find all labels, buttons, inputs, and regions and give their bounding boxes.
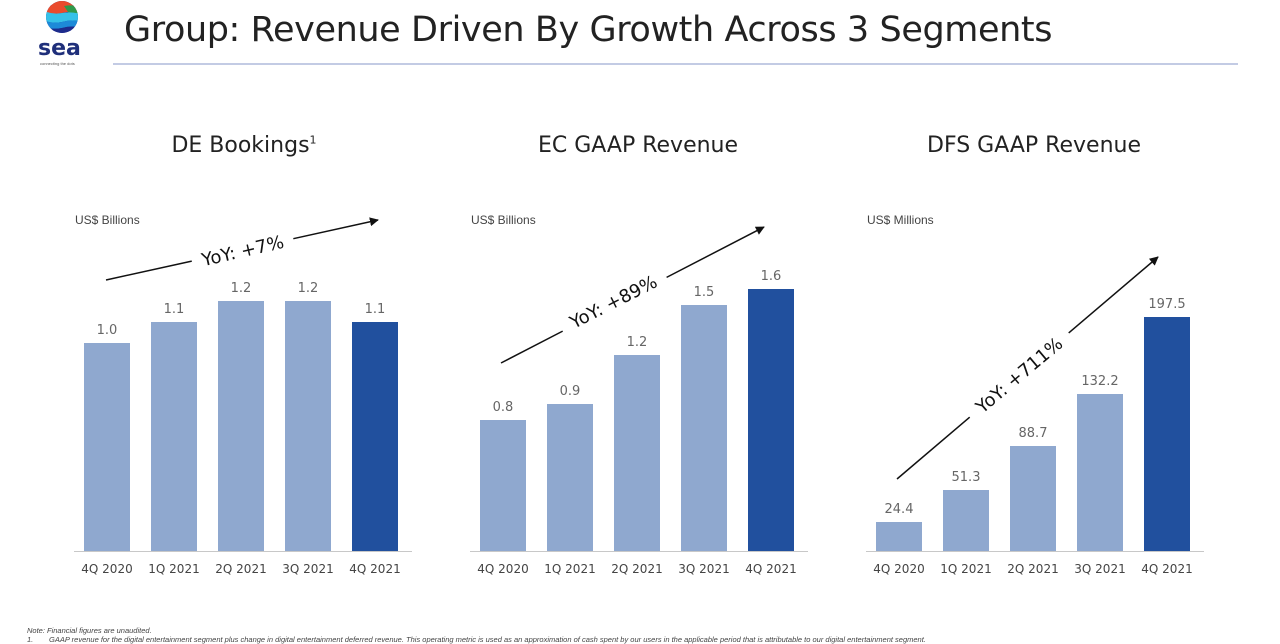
unit-label: US$ Billions	[75, 213, 140, 227]
unit-label: US$ Billions	[471, 213, 536, 227]
footer-note: Note: Financial figures are unaudited.	[27, 626, 152, 635]
footnote-text: GAAP revenue for the digital entertainme…	[49, 635, 926, 644]
bar	[480, 420, 526, 551]
trend-line	[500, 330, 564, 364]
data-label: 1.0	[97, 323, 118, 338]
data-label: 1.1	[164, 302, 185, 317]
x-tick-label: 1Q 2021	[544, 562, 595, 576]
chart-title-ec-revenue: EC GAAP Revenue	[538, 133, 738, 158]
data-label: 51.3	[952, 470, 981, 485]
bar	[352, 322, 398, 551]
x-tick-label: 4Q 2020	[873, 562, 924, 576]
chart-title-de-bookings: DE Bookings1	[171, 133, 316, 158]
bar	[1144, 317, 1190, 551]
bar	[748, 289, 794, 551]
data-label: 1.2	[231, 281, 252, 296]
data-label: 197.5	[1148, 297, 1185, 312]
data-label: 24.4	[885, 502, 914, 517]
yoy-annotation: YoY: +711%	[971, 333, 1067, 418]
bar	[876, 522, 922, 551]
trend-arrow	[293, 217, 379, 240]
x-tick-label: 4Q 2021	[745, 562, 796, 576]
x-tick-label: 1Q 2021	[940, 562, 991, 576]
x-tick-label: 2Q 2021	[611, 562, 662, 576]
trend-line	[896, 416, 971, 480]
footer-footnote: 1. GAAP revenue for the digital entertain…	[27, 635, 926, 644]
x-tick-label: 4Q 2021	[349, 562, 400, 576]
bar	[285, 301, 331, 551]
bar	[1010, 446, 1056, 551]
title-divider	[113, 63, 1238, 65]
bar	[547, 404, 593, 551]
x-tick-label: 4Q 2021	[1141, 562, 1192, 576]
chart-title-text: DFS GAAP Revenue	[927, 133, 1141, 158]
x-tick-label: 4Q 2020	[81, 562, 132, 576]
bar	[1077, 394, 1123, 551]
x-tick-label: 3Q 2021	[282, 562, 333, 576]
data-label: 132.2	[1081, 374, 1118, 389]
trend-arrow	[666, 226, 765, 279]
footnote-marker: 1	[309, 133, 317, 147]
yoy-annotation: YoY: +89%	[566, 272, 661, 334]
bar	[151, 322, 197, 551]
x-tick-label: 2Q 2021	[215, 562, 266, 576]
bar	[614, 355, 660, 551]
x-tick-label: 1Q 2021	[148, 562, 199, 576]
footnote-number: 1.	[27, 635, 34, 644]
x-tick-label: 3Q 2021	[1074, 562, 1125, 576]
trend-arrow	[1068, 256, 1159, 334]
trend-line	[105, 260, 192, 281]
chart-title-text: DE Bookings	[171, 133, 310, 158]
x-tick-label: 3Q 2021	[678, 562, 729, 576]
data-label: 0.9	[560, 384, 581, 399]
data-label: 88.7	[1019, 426, 1048, 441]
data-label: 1.2	[298, 281, 319, 296]
logo-wordmark: sea	[38, 36, 81, 61]
logo-tagline: connecting the dots	[40, 61, 75, 66]
bar	[218, 301, 264, 551]
bar	[943, 490, 989, 551]
yoy-annotation: YoY: +7%	[199, 232, 286, 272]
chart-title-text: EC GAAP Revenue	[537, 133, 739, 158]
data-label: 1.6	[761, 269, 782, 284]
data-label: 0.8	[493, 400, 514, 415]
unit-label: US$ Millions	[867, 213, 934, 227]
x-tick-label: 2Q 2021	[1007, 562, 1058, 576]
bar	[84, 343, 130, 551]
data-label: 1.5	[694, 285, 715, 300]
bar	[681, 305, 727, 551]
x-tick-label: 4Q 2020	[477, 562, 528, 576]
data-label: 1.1	[365, 302, 386, 317]
page-title: Group: Revenue Driven By Growth Across 3…	[124, 10, 1053, 50]
data-label: 1.2	[627, 335, 648, 350]
chart-title-dfs-revenue: DFS GAAP Revenue	[927, 133, 1141, 158]
sea-logo-icon	[46, 1, 78, 33]
